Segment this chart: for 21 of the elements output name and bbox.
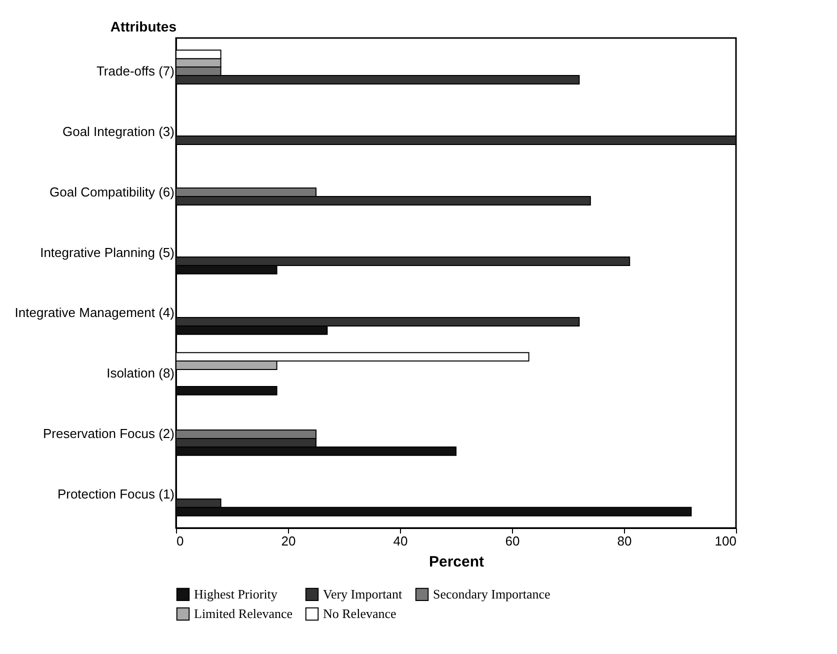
y-tick-label: Integrative Management (4) xyxy=(14,305,174,320)
y-tick-label: Protection Focus (1) xyxy=(57,486,174,502)
x-tick-label: 40 xyxy=(393,534,408,548)
y-tick-label: Isolation (8) xyxy=(106,366,174,381)
x-tick-label: 100 xyxy=(714,534,736,548)
legend-label: Limited Relevance xyxy=(194,606,293,621)
x-axis-title: Percent xyxy=(428,554,484,570)
x-tick-label: 20 xyxy=(281,534,296,548)
y-tick-label: Integrative Planning (5) xyxy=(40,244,174,260)
y-tick-label: Goal Compatibility (6) xyxy=(50,184,174,200)
y-tick-label: Goal Integration (3) xyxy=(62,124,174,139)
legend-label: Very Important xyxy=(323,586,402,602)
x-tick-label: 60 xyxy=(505,534,520,548)
y-axis-title: Attributes xyxy=(110,18,177,34)
y-tick-label: Trade-offs (7) xyxy=(96,63,174,78)
legend-label: Highest Priority xyxy=(194,586,278,602)
legend-label: No Relevance xyxy=(323,606,396,621)
x-tick-label: 0 xyxy=(176,534,184,548)
x-tick-label: 80 xyxy=(617,534,632,548)
y-tick-label: Preservation Focus (2) xyxy=(43,426,174,442)
legend-label: Secondary Importance xyxy=(433,586,551,602)
